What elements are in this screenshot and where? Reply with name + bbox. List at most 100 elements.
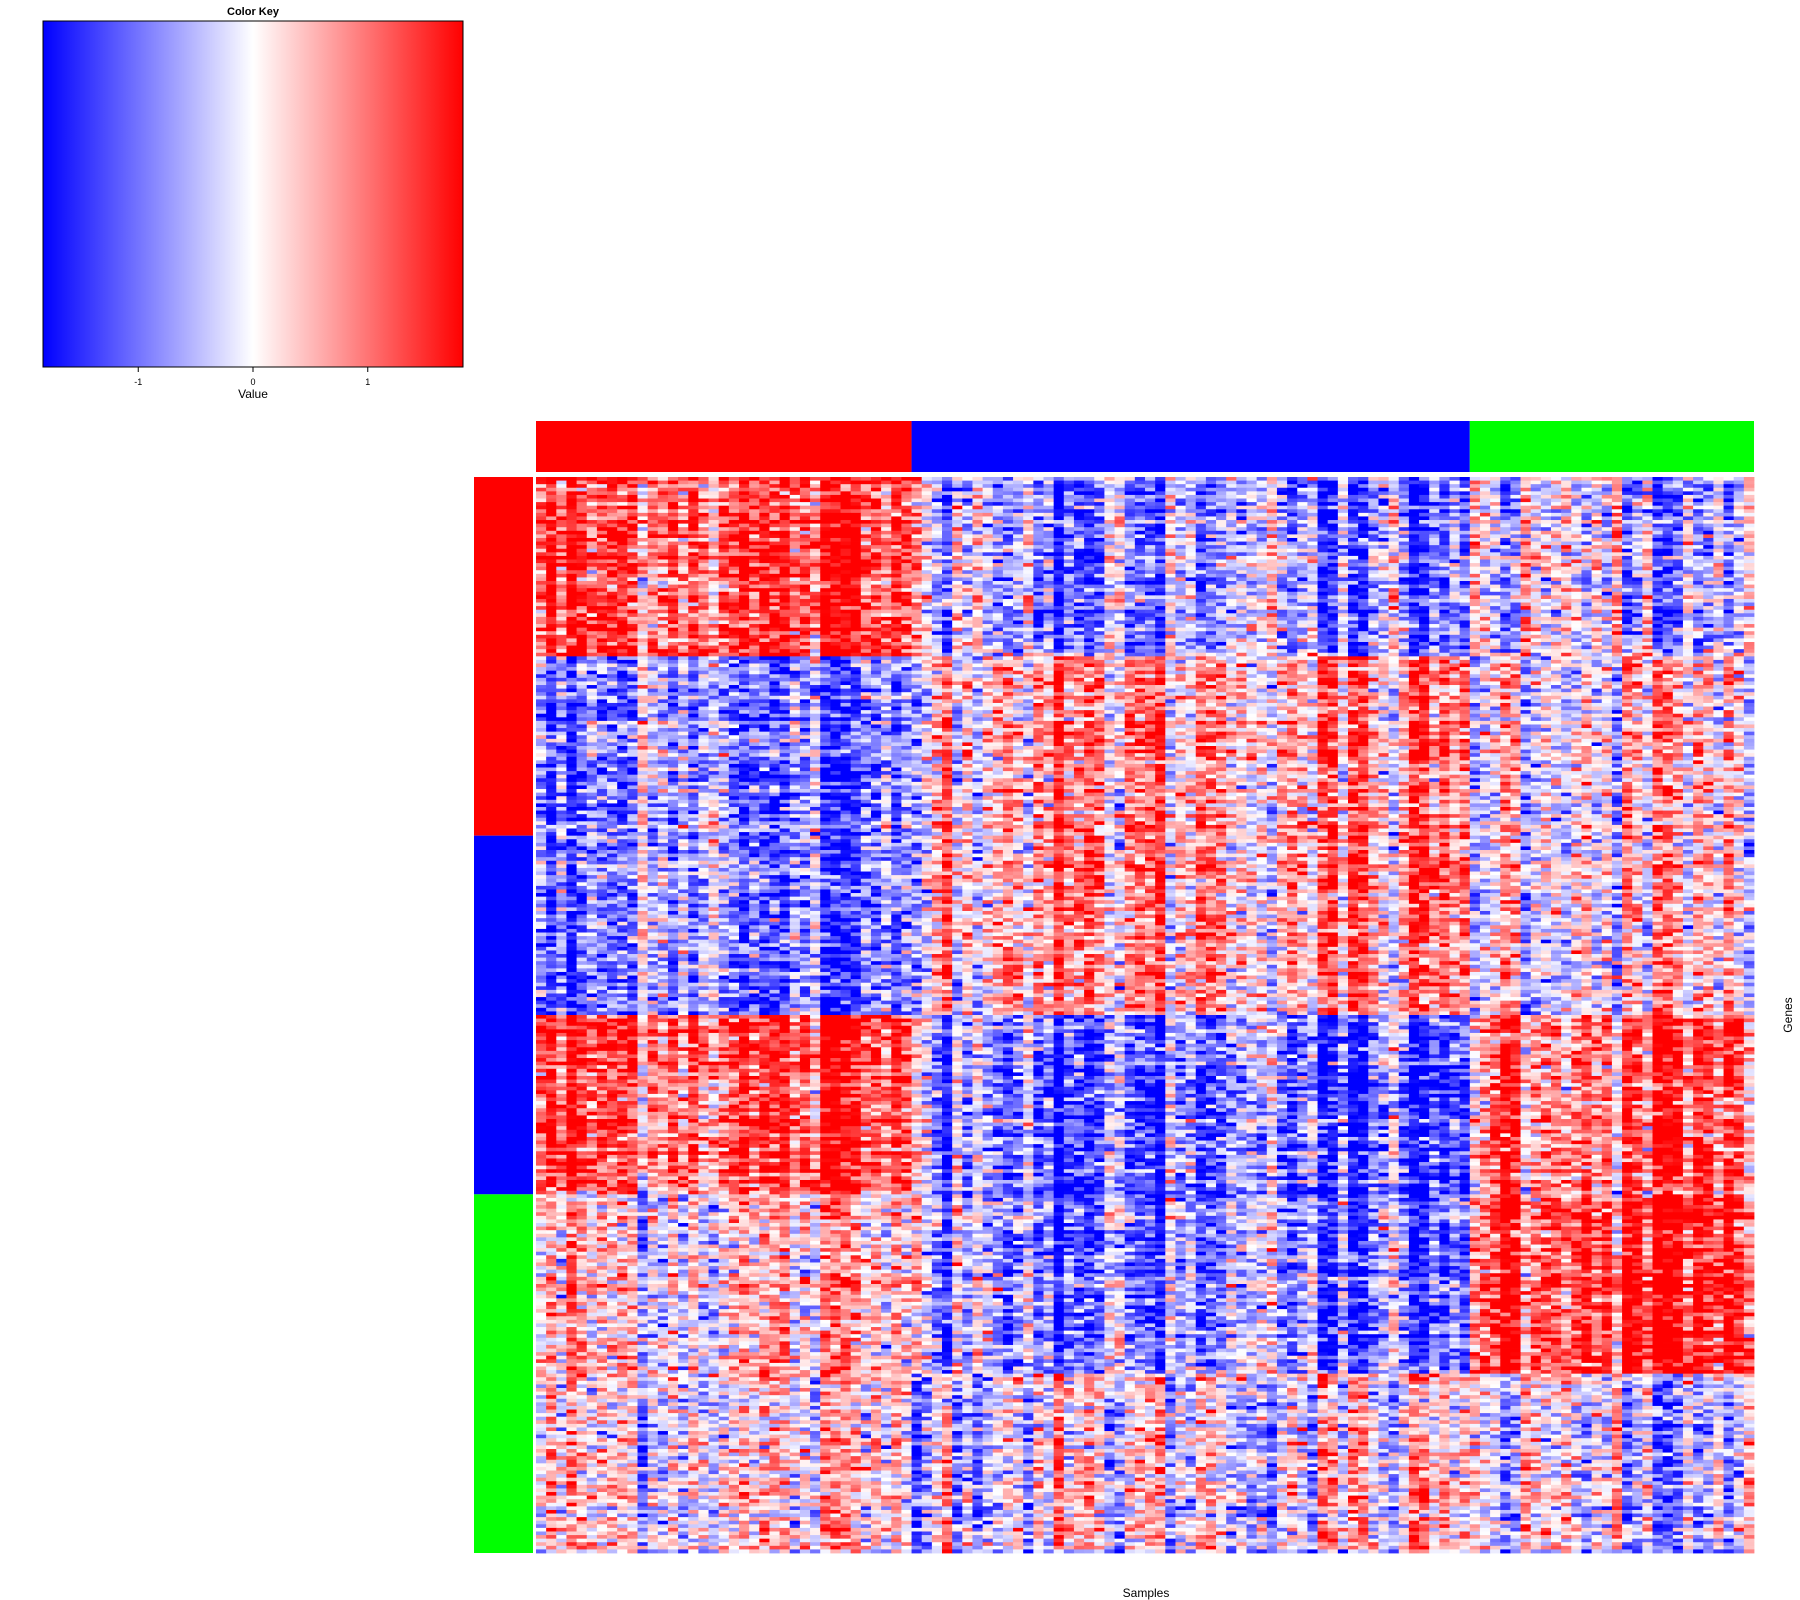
heatmap-cell xyxy=(1521,556,1532,560)
heatmap-cell xyxy=(1419,495,1430,499)
heatmap-cell xyxy=(1226,527,1237,531)
heatmap-cell xyxy=(1541,534,1552,538)
heatmap-cell xyxy=(790,559,801,563)
heatmap-cell xyxy=(1206,495,1217,499)
heatmap-cell xyxy=(1023,484,1034,488)
heatmap-cell xyxy=(1460,506,1471,510)
heatmap-cell xyxy=(1612,542,1623,546)
heatmap-cell xyxy=(1581,549,1592,553)
heatmap-cell xyxy=(1724,477,1735,481)
heatmap-cell xyxy=(1125,542,1136,546)
heatmap-cell xyxy=(1145,499,1156,503)
heatmap-cell xyxy=(1277,516,1288,520)
heatmap-cell xyxy=(1226,481,1237,485)
heatmap-cell xyxy=(1257,567,1268,571)
heatmap-cell xyxy=(1592,545,1603,549)
heatmap-cell xyxy=(1348,481,1359,485)
heatmap-cell xyxy=(841,524,852,528)
heatmap-cell xyxy=(851,499,862,503)
heatmap-cell xyxy=(1389,488,1400,492)
heatmap-cell xyxy=(912,549,923,553)
heatmap-cell xyxy=(648,491,659,495)
heatmap-cell xyxy=(1510,477,1521,481)
heatmap-cell xyxy=(983,574,994,578)
heatmap-cell xyxy=(1612,538,1623,542)
heatmap-cell xyxy=(1541,495,1552,499)
heatmap-cell xyxy=(617,502,628,506)
heatmap-cell xyxy=(1135,574,1146,578)
heatmap-cell xyxy=(1318,484,1329,488)
heatmap-cell xyxy=(1044,542,1055,546)
heatmap-cell xyxy=(1450,477,1461,481)
heatmap-cell xyxy=(1531,531,1542,535)
heatmap-cell xyxy=(1206,527,1217,531)
heatmap-cell xyxy=(668,527,679,531)
heatmap-cell xyxy=(1480,556,1491,560)
heatmap-cell xyxy=(1155,559,1166,563)
heatmap-cell xyxy=(546,509,557,513)
heatmap-cell xyxy=(983,520,994,524)
heatmap-cell xyxy=(1724,513,1735,517)
heatmap-cell xyxy=(1358,552,1369,556)
heatmap-cell xyxy=(1328,509,1339,513)
heatmap-cell xyxy=(1328,491,1339,495)
heatmap-cell xyxy=(1450,506,1461,510)
heatmap-cell xyxy=(1318,506,1329,510)
heatmap-cell xyxy=(841,549,852,553)
heatmap-cell xyxy=(627,499,638,503)
heatmap-cell xyxy=(1064,520,1075,524)
heatmap-cell xyxy=(566,549,577,553)
heatmap-cell xyxy=(1196,570,1207,574)
heatmap-cell xyxy=(1064,506,1075,510)
heatmap-cell xyxy=(1033,516,1044,520)
heatmap-cell xyxy=(1703,570,1714,574)
heatmap-cell xyxy=(1297,552,1308,556)
heatmap-cell xyxy=(1206,502,1217,506)
heatmap-cell xyxy=(1744,545,1755,549)
heatmap-cell xyxy=(983,516,994,520)
heatmap-cell xyxy=(1551,574,1562,578)
heatmap-cell xyxy=(1399,538,1410,542)
heatmap-cell xyxy=(1460,527,1471,531)
heatmap-cell xyxy=(800,513,811,517)
heatmap-cell xyxy=(1551,538,1562,542)
heatmap-cell xyxy=(1480,499,1491,503)
heatmap-cell xyxy=(1236,545,1247,549)
heatmap-cell xyxy=(1673,491,1684,495)
heatmap-cell xyxy=(871,559,882,563)
heatmap-cell xyxy=(891,545,902,549)
heatmap-cell xyxy=(871,531,882,535)
heatmap-cell xyxy=(1226,563,1237,567)
heatmap-cell xyxy=(901,574,912,578)
heatmap-cell xyxy=(719,477,730,481)
heatmap-cell xyxy=(729,488,740,492)
heatmap-cell xyxy=(1389,542,1400,546)
heatmap-cell xyxy=(1490,502,1501,506)
heatmap-cell xyxy=(1450,556,1461,560)
heatmap-cell xyxy=(1216,549,1227,553)
heatmap-cell xyxy=(1612,509,1623,513)
heatmap-cell xyxy=(1602,567,1613,571)
heatmap-cell xyxy=(1703,538,1714,542)
heatmap-cell xyxy=(1663,488,1674,492)
heatmap-cell xyxy=(1368,549,1379,553)
heatmap-cell xyxy=(1622,484,1633,488)
heatmap-cell xyxy=(1216,488,1227,492)
heatmap-cell xyxy=(901,538,912,542)
heatmap-cell xyxy=(587,538,598,542)
heatmap-cell xyxy=(1541,531,1552,535)
heatmap-cell xyxy=(1175,574,1186,578)
heatmap-cell xyxy=(1409,520,1420,524)
heatmap-cell xyxy=(1094,567,1105,571)
heatmap-cell xyxy=(891,524,902,528)
heatmap-cell xyxy=(759,524,770,528)
heatmap-cell xyxy=(922,499,933,503)
heatmap-cell xyxy=(1165,542,1176,546)
heatmap-cell xyxy=(597,538,608,542)
heatmap-cell xyxy=(1358,542,1369,546)
heatmap-cell xyxy=(891,506,902,510)
heatmap-cell xyxy=(1175,534,1186,538)
heatmap-cell xyxy=(597,542,608,546)
heatmap-cell xyxy=(952,534,963,538)
heatmap-cell xyxy=(1510,574,1521,578)
